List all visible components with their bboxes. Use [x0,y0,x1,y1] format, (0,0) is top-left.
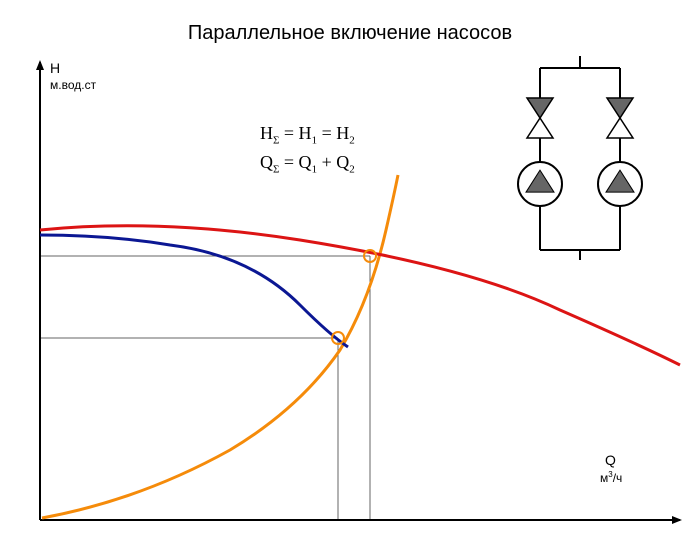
valve-bottom-0 [527,118,553,138]
valve-top-1 [607,98,633,118]
combined-pump-curve [40,226,680,365]
single-pump-curve [40,235,348,347]
valve-top-0 [527,98,553,118]
y-axis-arrow [36,60,44,70]
chart-canvas [0,0,700,560]
valve-bottom-1 [607,118,633,138]
x-axis-arrow [672,516,682,524]
